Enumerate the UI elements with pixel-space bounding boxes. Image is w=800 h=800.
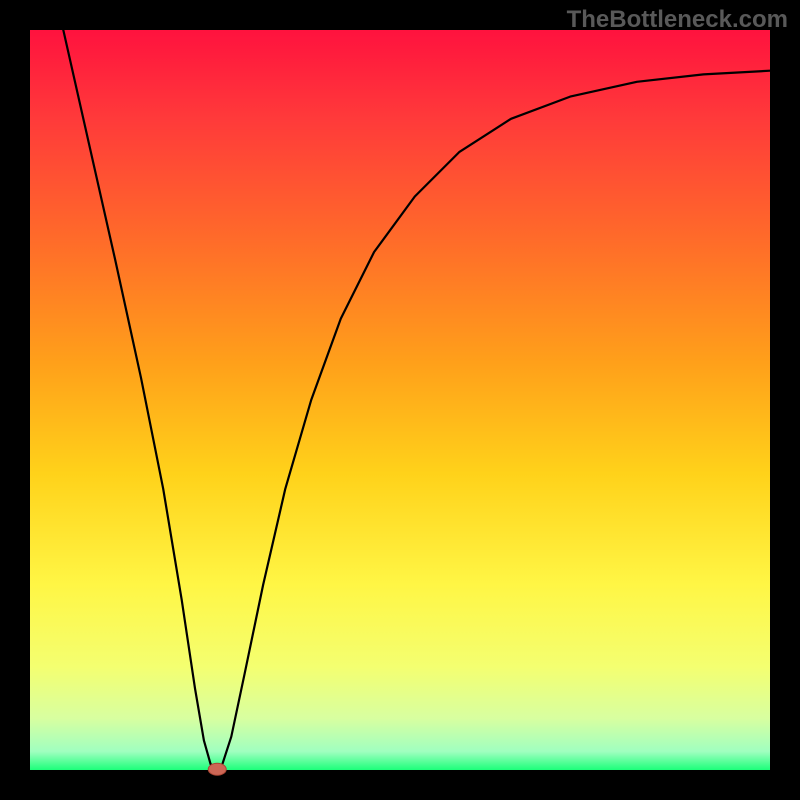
watermark-text: TheBottleneck.com — [567, 6, 788, 34]
plot-background — [30, 30, 770, 770]
chart-container: TheBottleneck.com — [0, 0, 800, 800]
minimum-marker — [208, 763, 226, 775]
bottleneck-chart — [0, 0, 800, 800]
